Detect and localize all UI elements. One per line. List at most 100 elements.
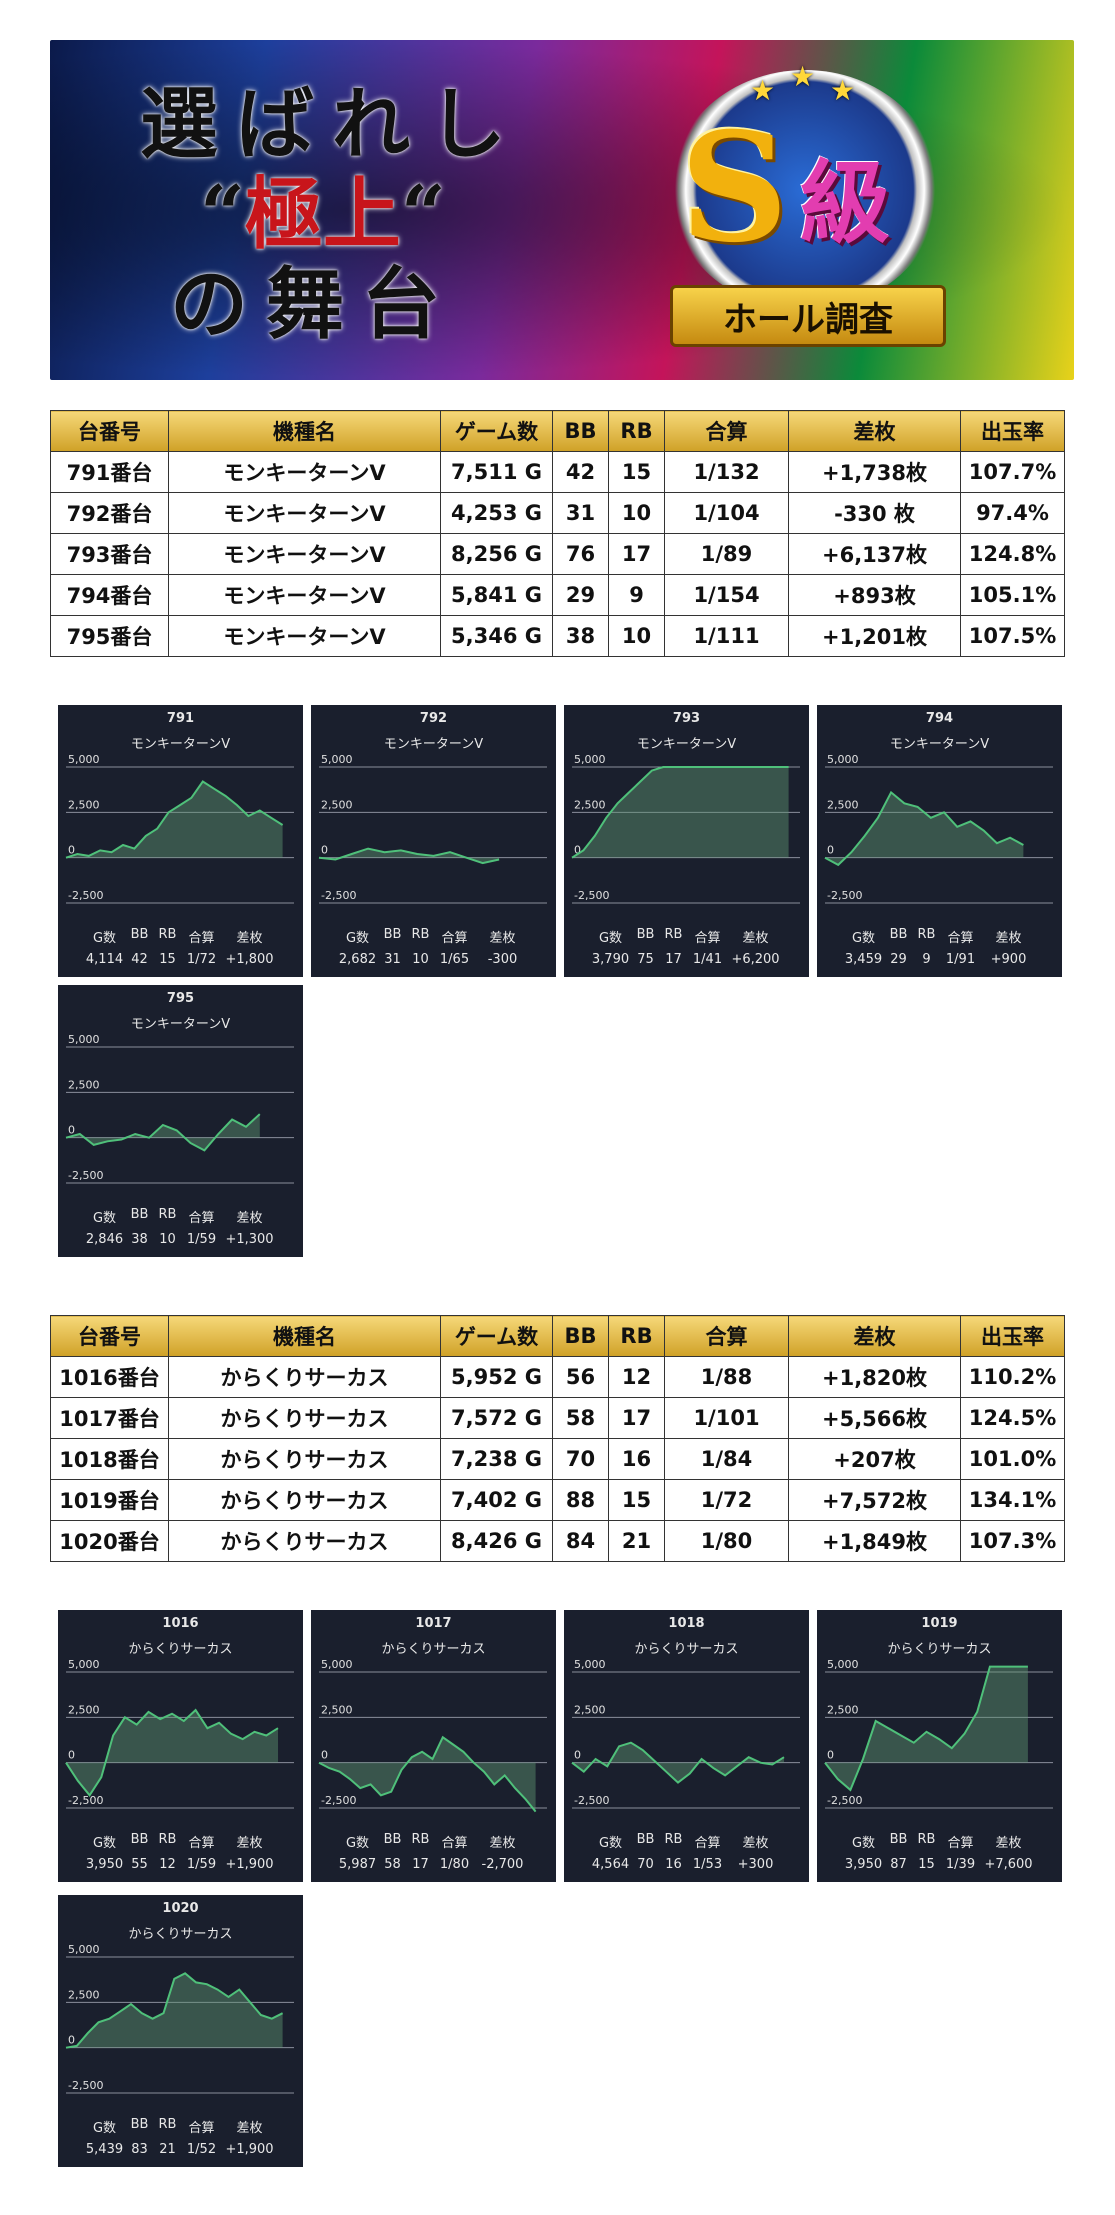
- stat-label: 差枚: [995, 1836, 1022, 1851]
- card-stats: G数 BB RB 合算 差枚 2,682 31 10 1/65 -300: [311, 927, 556, 967]
- slump-graph: 5,000 2,500 0 -2,500: [824, 1660, 1053, 1809]
- stat-label: RB: [158, 927, 177, 942]
- area-fill: [825, 1666, 1028, 1790]
- column-header-5: 合算: [664, 410, 789, 452]
- y-tick-label: 0: [321, 1749, 328, 1762]
- card-machine-name: モンキーターンV: [130, 737, 231, 752]
- y-tick-label: 0: [68, 1749, 75, 1762]
- stat-value: 17: [412, 1857, 429, 1872]
- card-machine-number: 1018: [668, 1616, 705, 1631]
- star-icon: ★: [830, 74, 856, 107]
- card-machine-number: 792: [419, 711, 448, 726]
- stat-value: -300: [487, 952, 518, 967]
- cell-no: 1017番台: [50, 1397, 169, 1439]
- stat-value: 3,950: [85, 1857, 124, 1872]
- stat-label: 合算: [441, 931, 468, 946]
- machine-graph-card[interactable]: 793 モンキーターンV 5,000 2,500 0 -2,500 G数 BB RB 合算 差枚 3,…: [564, 705, 809, 977]
- cell-games: 7,402 G: [440, 1479, 553, 1521]
- cell-total: 1/80: [664, 1520, 789, 1562]
- column-header-7: 出玉率: [960, 1315, 1065, 1357]
- y-tick-label: 2,500: [574, 1703, 606, 1716]
- y-tick-label: 0: [68, 1124, 75, 1137]
- column-header-2: ゲーム数: [440, 1315, 553, 1357]
- machine-graph-card[interactable]: 794 モンキーターンV 5,000 2,500 0 -2,500 G数 BB RB 合算 差枚 3,…: [817, 705, 1062, 977]
- cell-name: モンキーターンV: [168, 615, 441, 657]
- y-tick-label: 5,000: [321, 1660, 353, 1671]
- cell-no: 794番台: [50, 574, 169, 616]
- cell-no: 793番台: [50, 533, 169, 575]
- cell-rb: 9: [608, 574, 665, 616]
- cell-name: モンキーターンV: [168, 492, 441, 534]
- cell-bb: 31: [552, 492, 609, 534]
- series-line: [65, 1972, 284, 2049]
- stat-label: 合算: [694, 931, 721, 946]
- y-tick-label: 0: [321, 844, 328, 857]
- cell-rate: 110.2%: [960, 1356, 1065, 1398]
- cell-total: 1/154: [664, 574, 789, 616]
- hero-banner: 選ばれし “極上“ の舞台 ★ ★ ★ S 級 ホール調査: [50, 40, 1074, 380]
- machine-graph-card[interactable]: 791 モンキーターンV 5,000 2,500 0 -2,500 G数 BB RB 合算 差枚 4,…: [58, 705, 303, 977]
- series-line: [571, 766, 789, 859]
- cell-games: 7,572 G: [440, 1397, 553, 1439]
- cell-bb: 84: [552, 1520, 609, 1562]
- stat-value: 9: [922, 952, 931, 967]
- stat-value: 4,114: [85, 952, 124, 967]
- cell-total: 1/101: [664, 1397, 789, 1439]
- cell-rate: 124.8%: [960, 533, 1065, 575]
- machine-graph-card[interactable]: 1017 からくりサーカス 5,000 2,500 0 -2,500 G数 BB RB 合算 差枚 5…: [311, 1610, 556, 1882]
- stat-value: +7,600: [984, 1857, 1033, 1872]
- stat-label: 合算: [188, 931, 215, 946]
- stat-label: 合算: [188, 1211, 215, 1226]
- machine-graph-card[interactable]: 1018 からくりサーカス 5,000 2,500 0 -2,500 G数 BB RB 合算 差枚 4…: [564, 1610, 809, 1882]
- cell-rate: 124.5%: [960, 1397, 1065, 1439]
- area-fill: [66, 1710, 279, 1796]
- stat-value: 1/41: [692, 952, 723, 967]
- stat-value: 1/53: [692, 1857, 723, 1872]
- machine-graph-card[interactable]: 1019 からくりサーカス 5,000 2,500 0 -2,500 G数 BB RB 合算 差枚 3…: [817, 1610, 1062, 1882]
- cell-rb: 12: [608, 1356, 665, 1398]
- cell-rb: 17: [608, 533, 665, 575]
- stat-value: 5,439: [85, 2142, 124, 2157]
- card-machine-name: モンキーターンV: [889, 737, 990, 752]
- y-tick-label: 0: [68, 844, 75, 857]
- column-header-3: BB: [552, 1315, 609, 1357]
- stat-label: RB: [664, 927, 683, 942]
- stat-label: 差枚: [236, 1836, 263, 1851]
- y-tick-label: 5,000: [574, 1660, 606, 1671]
- slump-graph: 5,000 2,500 0 -2,500: [318, 755, 547, 904]
- table-row: 1018番台 からくりサーカス 7,238 G 70 16 1/84 +207枚 101.0%: [50, 1438, 1065, 1480]
- stat-label: BB: [130, 927, 149, 942]
- machine-graph-card[interactable]: 792 モンキーターンV 5,000 2,500 0 -2,500 G数 BB RB 合算 差枚 2,…: [311, 705, 556, 977]
- cell-rb: 16: [608, 1438, 665, 1480]
- stat-value: 3,459: [844, 952, 883, 967]
- table-row: 1016番台 からくりサーカス 5,952 G 56 12 1/88 +1,820枚 110.…: [50, 1356, 1065, 1398]
- cell-no: 795番台: [50, 615, 169, 657]
- cell-games: 7,238 G: [440, 1438, 553, 1480]
- machine-graph-card[interactable]: 1020 からくりサーカス 5,000 2,500 0 -2,500 G数 BB RB 合算 差枚 5…: [58, 1895, 303, 2167]
- cell-total: 1/72: [664, 1479, 789, 1521]
- machine-graph-card[interactable]: 1016 からくりサーカス 5,000 2,500 0 -2,500 G数 BB RB 合算 差枚 3…: [58, 1610, 303, 1882]
- card-stats: G数 BB RB 合算 差枚 4,114 42 15 1/72 +1,800: [58, 927, 303, 967]
- y-tick-label: 0: [827, 1749, 834, 1762]
- stat-value: 15: [159, 952, 176, 967]
- card-machine-number: 1016: [162, 1616, 199, 1631]
- area-fill: [66, 1973, 283, 2048]
- y-tick-label: 5,000: [68, 1945, 100, 1956]
- cell-diff: +1,849枚: [788, 1520, 961, 1562]
- cell-diff: +207枚: [788, 1438, 961, 1480]
- y-tick-label: 2,500: [321, 798, 353, 811]
- cell-bb: 42: [552, 451, 609, 493]
- stat-value: 10: [159, 1232, 176, 1247]
- series-line: [318, 847, 500, 865]
- stat-value: 3,950: [844, 1857, 883, 1872]
- card-machine-number: 795: [166, 991, 195, 1006]
- card-machine-name: からくりサーカス: [381, 1642, 486, 1657]
- cell-rate: 97.4%: [960, 492, 1065, 534]
- slump-graph: 5,000 2,500 0 -2,500: [571, 755, 800, 904]
- y-tick-label: -2,500: [574, 889, 609, 902]
- stat-value: 21: [159, 2142, 176, 2157]
- stat-label: 合算: [947, 1836, 974, 1851]
- stat-label: BB: [636, 1832, 655, 1847]
- y-tick-label: -2,500: [68, 1169, 103, 1182]
- machine-graph-card[interactable]: 795 モンキーターンV 5,000 2,500 0 -2,500 G数 BB RB 合算 差枚 2,…: [58, 985, 303, 1257]
